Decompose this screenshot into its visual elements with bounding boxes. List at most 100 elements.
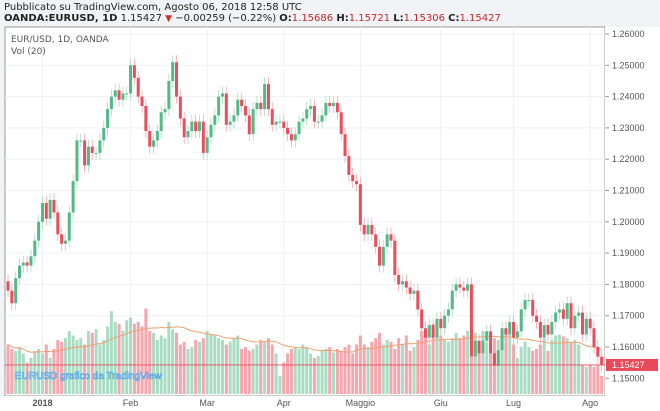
volume-bar xyxy=(190,347,194,394)
volume-bar xyxy=(266,338,270,394)
candle-body xyxy=(496,350,500,366)
volume-bar xyxy=(209,334,213,394)
volume-bar xyxy=(263,341,267,394)
y-tick-label: 1.24000 xyxy=(612,92,645,102)
candle-body xyxy=(515,331,519,338)
candle-body xyxy=(132,65,136,78)
candle-body xyxy=(358,184,362,225)
volume-bar xyxy=(515,358,519,394)
volume-bar xyxy=(381,344,385,394)
legend-title: EUR/USD, 1D, OANDA xyxy=(11,35,109,45)
candle-body xyxy=(458,284,462,288)
volume-bar xyxy=(175,332,179,394)
candle-body xyxy=(370,224,374,235)
volume-bar xyxy=(121,331,125,394)
candle-body xyxy=(519,309,523,332)
candle-body xyxy=(366,224,370,235)
volume-bar xyxy=(535,349,539,394)
volume-bar xyxy=(416,340,420,394)
candle-body xyxy=(175,62,179,97)
y-tick-label: 1.18000 xyxy=(612,279,645,289)
candle-body xyxy=(374,234,378,247)
volume-bar xyxy=(75,340,79,394)
candle-body xyxy=(217,96,221,116)
volume-bar xyxy=(504,331,508,394)
candle-body xyxy=(90,146,94,153)
candle-body xyxy=(171,62,175,81)
volume-bar xyxy=(286,353,290,394)
volume-bar xyxy=(512,344,516,394)
candle-body xyxy=(17,265,21,279)
candle-body xyxy=(328,102,332,106)
candle-body xyxy=(190,121,194,132)
volume-bar xyxy=(83,344,87,394)
volume-bar xyxy=(343,347,347,394)
candle-body xyxy=(492,353,496,366)
volume-bar xyxy=(178,344,182,394)
volume-bar xyxy=(217,338,221,394)
candle-body xyxy=(83,140,87,166)
candle-body xyxy=(94,152,98,154)
candle-body xyxy=(324,102,328,116)
volume-bar xyxy=(324,349,328,394)
published-info: Pubblicato su TradingView.com, Agosto 06… xyxy=(4,2,302,13)
price-axis[interactable] xyxy=(605,27,660,396)
volume-bar xyxy=(240,349,244,394)
candle-body xyxy=(125,93,129,95)
candle-body xyxy=(385,234,389,247)
candle-body xyxy=(152,140,156,147)
volume-bar xyxy=(473,332,477,394)
candle-body xyxy=(240,99,244,106)
candle-body xyxy=(339,112,343,135)
candle-body xyxy=(6,281,10,291)
candle-body xyxy=(538,321,542,338)
volume-bar xyxy=(186,349,190,394)
candle-body xyxy=(512,321,516,338)
volume-bar xyxy=(412,347,416,394)
candle-body xyxy=(274,121,278,125)
candle-body xyxy=(400,281,404,285)
candle-body xyxy=(144,105,148,132)
y-tick-label: 1.26000 xyxy=(612,29,645,39)
time-axis[interactable] xyxy=(0,396,660,411)
candle-body xyxy=(527,300,531,302)
volume-bar xyxy=(144,308,148,394)
candle-body xyxy=(109,96,113,110)
candle-body xyxy=(163,109,167,113)
volume-bar xyxy=(94,329,98,394)
price-axis-ticks: 1.26000 1.25000 1.24000 1.23000 1.22000 1.210… xyxy=(605,29,645,383)
volume-bar xyxy=(481,331,485,394)
x-tick-label: Maggio xyxy=(346,398,376,408)
volume-bar xyxy=(17,347,21,394)
candle-body xyxy=(431,325,435,338)
volume-bar xyxy=(282,362,286,394)
watermark: EURUSD grafico da TradingView xyxy=(15,371,162,382)
volume-bar xyxy=(565,338,569,394)
candle-body xyxy=(117,90,121,100)
volume-bar xyxy=(129,317,133,394)
volume-bar xyxy=(305,347,309,394)
candle-body xyxy=(404,281,408,288)
candle-body xyxy=(75,140,79,182)
candle-body xyxy=(454,284,458,291)
x-tick-label: Mar xyxy=(199,398,215,408)
candle-body xyxy=(213,115,217,125)
time-axis-ticks: 2018 Feb Mar Apr Maggio Giu Lug Ago xyxy=(32,398,598,408)
volume-bar xyxy=(194,340,198,394)
y-tick-label: 1.21000 xyxy=(612,186,645,196)
volume-bar xyxy=(450,338,454,394)
candle-body xyxy=(535,315,539,322)
price-change: −0.00259 (−0.22%) xyxy=(175,13,277,24)
volume-bar xyxy=(527,347,531,394)
candle-body xyxy=(10,290,14,304)
candle-body xyxy=(450,290,454,310)
volume-bar xyxy=(10,349,14,394)
volume-bar xyxy=(293,347,297,394)
volume-bar xyxy=(393,349,397,394)
last-price: 1.15427 xyxy=(120,13,162,24)
volume-bar xyxy=(60,341,64,394)
candle-body xyxy=(98,140,102,153)
candle-body xyxy=(351,174,355,182)
candle-body xyxy=(381,246,385,266)
